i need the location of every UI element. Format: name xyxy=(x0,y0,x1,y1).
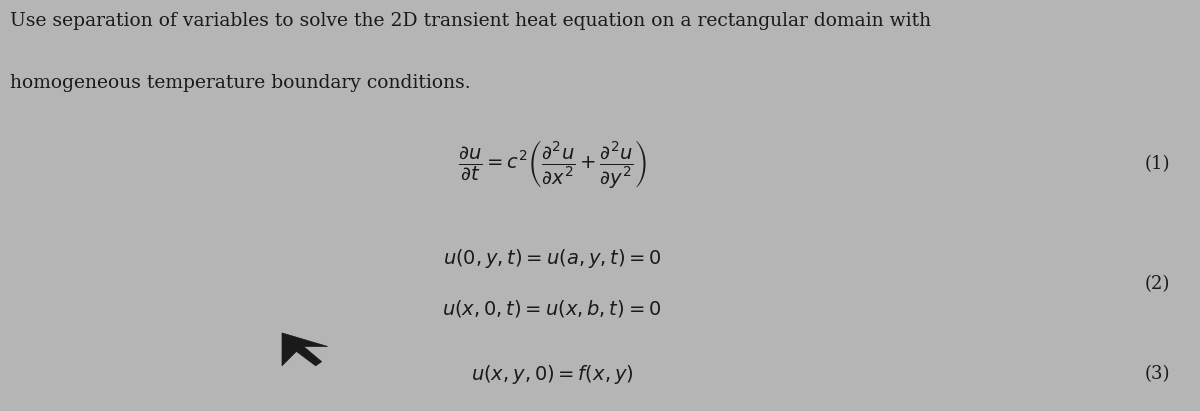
Text: homogeneous temperature boundary conditions.: homogeneous temperature boundary conditi… xyxy=(10,74,470,92)
Text: Use separation of variables to solve the 2D transient heat equation on a rectang: Use separation of variables to solve the… xyxy=(10,12,931,30)
Polygon shape xyxy=(282,333,328,366)
Text: $u(x, 0, t) = u(x, b, t) = 0$: $u(x, 0, t) = u(x, b, t) = 0$ xyxy=(443,298,661,319)
Text: (1): (1) xyxy=(1145,155,1170,173)
Text: (3): (3) xyxy=(1145,365,1170,383)
Text: (2): (2) xyxy=(1145,275,1170,293)
Text: $u(0, y, t) = u(a, y, t) = 0$: $u(0, y, t) = u(a, y, t) = 0$ xyxy=(443,247,661,270)
Text: $\dfrac{\partial u}{\partial t} = c^2 \left(\dfrac{\partial^2 u}{\partial x^2} +: $\dfrac{\partial u}{\partial t} = c^2 \l… xyxy=(457,139,647,190)
Text: $u(x, y, 0) = f(x, y)$: $u(x, y, 0) = f(x, y)$ xyxy=(470,363,634,386)
